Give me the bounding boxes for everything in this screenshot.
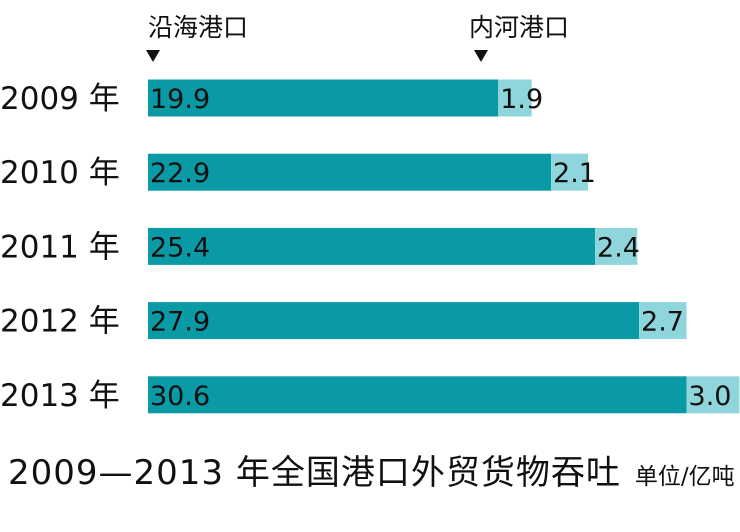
bar-segment-coastal xyxy=(148,376,687,414)
category-label: 2009 年 xyxy=(0,81,120,117)
data-label-inland: 1.9 xyxy=(500,84,543,115)
legend-label-coastal: 沿海港口 xyxy=(148,13,248,42)
legend-arrow-inland-icon xyxy=(474,50,488,62)
bar-segment-coastal xyxy=(148,227,596,265)
data-label-inland: 2.1 xyxy=(553,158,596,189)
data-label-inland: 2.4 xyxy=(597,232,640,263)
bar-segment-inland xyxy=(551,153,588,191)
bar-segment-inland xyxy=(595,227,638,265)
bar-layer xyxy=(148,79,740,414)
label-layer: 19.9 1.9 22.9 2.1 25.4 2.4 27.9 2.7 30.6 3.0 xyxy=(150,84,732,412)
bar-segment-inland xyxy=(498,79,532,117)
bar-segment-coastal xyxy=(148,302,640,340)
category-label: 2013 年 xyxy=(0,378,120,414)
data-label-coastal: 22.9 xyxy=(150,158,210,189)
data-label-coastal: 30.6 xyxy=(150,381,210,412)
data-label-coastal: 19.9 xyxy=(150,84,210,115)
data-label-inland: 2.7 xyxy=(641,307,684,338)
category-label: 2012 年 xyxy=(0,304,120,340)
data-label-coastal: 25.4 xyxy=(150,232,210,263)
chart-title: 2009—2013 年全国港口外贸货物吞吐 xyxy=(8,453,621,493)
category-layer: 2009 年 2010 年 2011 年 2012 年 2013 年 xyxy=(0,81,120,414)
category-label: 2011 年 xyxy=(0,229,120,265)
bar-segment-inland xyxy=(686,376,740,414)
legend-arrow-coastal-icon xyxy=(146,50,160,62)
chart-unit: 单位/亿吨 xyxy=(634,464,735,490)
category-label: 2010 年 xyxy=(0,155,120,191)
legend-label-inland: 内河港口 xyxy=(469,13,569,42)
chart-footer: 2009—2013 年全国港口外贸货物吞吐 单位/亿吨 xyxy=(8,456,735,490)
data-label-inland: 3.0 xyxy=(689,381,732,412)
legend-layer: 沿海港口 内河港口 xyxy=(146,13,569,62)
bar-segment-inland xyxy=(639,302,687,340)
bar-segment-coastal xyxy=(148,153,552,191)
bar-segment-coastal xyxy=(148,79,499,117)
data-label-coastal: 27.9 xyxy=(150,307,210,338)
